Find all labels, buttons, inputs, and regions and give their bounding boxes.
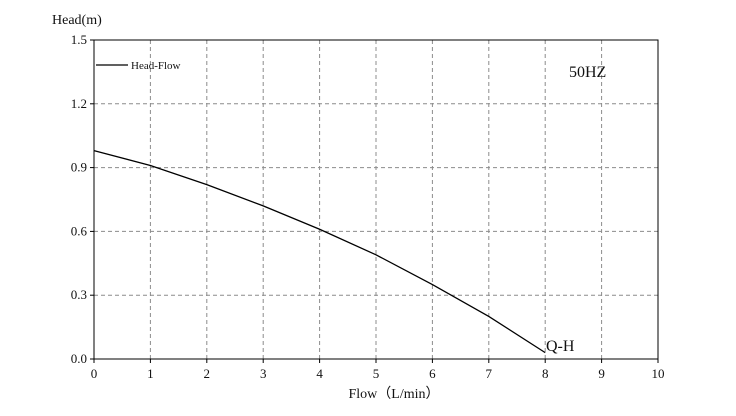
- x-tick-label: 9: [598, 366, 605, 381]
- x-tick-label: 5: [373, 366, 380, 381]
- x-axis-title: Flow（L/min）: [348, 386, 439, 402]
- axis-tick-labels: 0 1 2 3 4 5 6 7 8 9 10 0.0 0.3 0.6 0.9 1.2 1.5: [71, 32, 665, 381]
- legend: Head-Flow: [96, 60, 181, 72]
- legend-label: Head-Flow: [131, 60, 181, 72]
- series-line-head-flow: [93, 149, 546, 354]
- x-tick-label: 4: [316, 366, 323, 381]
- y-tick-label: 0.0: [71, 351, 87, 366]
- y-tick-label: 1.2: [71, 96, 87, 111]
- x-tick-label: 0: [91, 366, 98, 381]
- series-layer: [93, 149, 546, 354]
- x-tick-label: 6: [429, 366, 436, 381]
- frequency-label: 50HZ: [569, 64, 606, 81]
- y-tick-label: 1.5: [71, 32, 87, 47]
- x-tick-label: 1: [147, 366, 154, 381]
- plot-frame: [93, 39, 659, 360]
- y-tick-label: 0.9: [71, 160, 87, 175]
- y-tick-label: 0.3: [71, 287, 87, 302]
- x-tick-label: 2: [204, 366, 211, 381]
- y-axis-title: Head(m): [52, 13, 102, 28]
- curve-label: Q-H: [546, 338, 575, 355]
- x-tick-label: 7: [486, 366, 493, 381]
- grid-lines: [94, 40, 658, 359]
- x-tick-label: 10: [652, 366, 665, 381]
- y-tick-label: 0.6: [71, 223, 88, 238]
- x-tick-label: 3: [260, 366, 267, 381]
- x-tick-label: 8: [542, 366, 549, 381]
